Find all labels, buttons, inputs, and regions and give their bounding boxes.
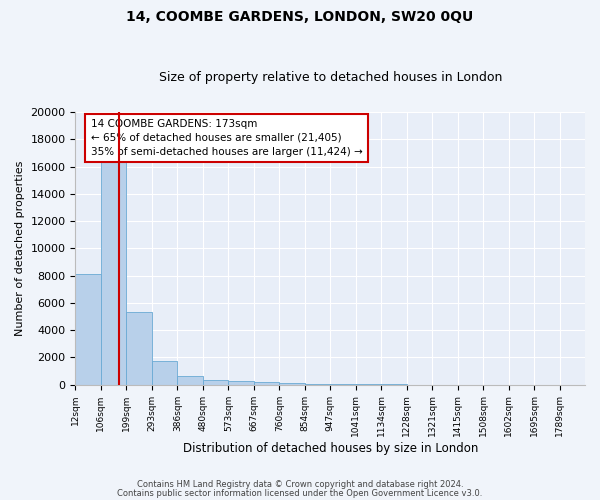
X-axis label: Distribution of detached houses by size in London: Distribution of detached houses by size … xyxy=(182,442,478,455)
Bar xyxy=(178,376,203,384)
Bar xyxy=(203,380,228,384)
Text: Contains public sector information licensed under the Open Government Licence v3: Contains public sector information licen… xyxy=(118,489,482,498)
Bar xyxy=(127,312,152,384)
Title: Size of property relative to detached houses in London: Size of property relative to detached ho… xyxy=(158,72,502,85)
Bar xyxy=(101,158,127,384)
Bar xyxy=(279,382,305,384)
Text: Contains HM Land Registry data © Crown copyright and database right 2024.: Contains HM Land Registry data © Crown c… xyxy=(137,480,463,489)
Bar xyxy=(228,381,254,384)
Bar xyxy=(254,382,279,384)
Bar xyxy=(76,274,101,384)
Bar xyxy=(152,360,178,384)
Text: 14 COOMBE GARDENS: 173sqm
← 65% of detached houses are smaller (21,405)
35% of s: 14 COOMBE GARDENS: 173sqm ← 65% of detac… xyxy=(91,119,362,157)
Text: 14, COOMBE GARDENS, LONDON, SW20 0QU: 14, COOMBE GARDENS, LONDON, SW20 0QU xyxy=(127,10,473,24)
Y-axis label: Number of detached properties: Number of detached properties xyxy=(15,160,25,336)
